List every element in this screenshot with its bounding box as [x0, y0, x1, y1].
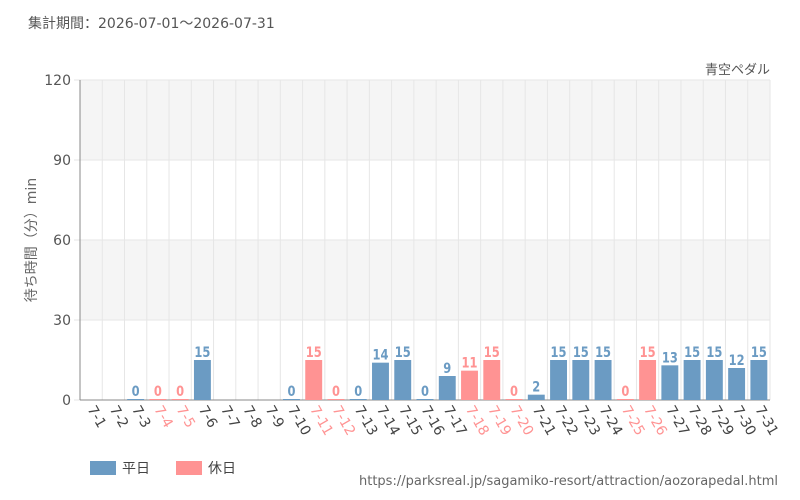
gridlines — [74, 79, 771, 401]
legend-swatch-weekday — [90, 461, 116, 475]
plot-band — [80, 160, 770, 240]
x-tick-label-7-4: 7-4 — [150, 403, 175, 431]
y-tick-label: 0 — [62, 393, 71, 409]
data-label-7-23: 15 — [573, 345, 589, 361]
y-tick-label: 30 — [53, 313, 71, 329]
x-tick-label-7-3: 7-3 — [128, 403, 153, 431]
bar-7-17 — [438, 376, 456, 400]
x-tick-label-7-9: 7-9 — [262, 403, 287, 431]
bar-7-11 — [305, 360, 323, 400]
data-label-7-20: 0 — [510, 384, 518, 400]
bar-7-23 — [572, 360, 590, 400]
period-label: 集計期間：2026-07-01～2026-07-31 — [28, 16, 275, 32]
data-label-7-31: 15 — [751, 345, 767, 361]
data-label-7-26: 15 — [640, 345, 656, 361]
data-label-7-15: 15 — [395, 345, 411, 361]
x-tick-label-7-2: 7-2 — [106, 403, 131, 431]
legend-swatch-holiday — [176, 461, 202, 475]
x-tick-label-7-1: 7-1 — [84, 403, 109, 431]
data-label-7-19: 15 — [484, 345, 500, 361]
bar-7-15 — [394, 360, 412, 400]
data-label-7-29: 15 — [706, 345, 722, 361]
bar-7-31 — [750, 360, 768, 400]
bar-7-28 — [683, 360, 701, 400]
x-tick-label-7-8: 7-8 — [239, 403, 264, 431]
data-label-7-11: 15 — [306, 345, 322, 361]
data-label-7-12: 0 — [332, 384, 340, 400]
data-label-7-27: 13 — [662, 350, 678, 366]
legend-item-holiday[interactable]: 休日 — [176, 458, 236, 478]
bar-7-4 — [149, 399, 167, 400]
data-label-7-30: 12 — [729, 353, 745, 369]
bar-7-13 — [349, 399, 367, 400]
x-tick-labels: 7-17-27-37-47-57-67-77-87-97-107-117-127… — [84, 403, 781, 439]
data-label-7-13: 0 — [354, 384, 362, 400]
bar-7-20 — [505, 399, 523, 400]
bar-7-29 — [705, 360, 723, 400]
data-label-7-6: 15 — [194, 345, 210, 361]
bar-7-26 — [639, 360, 657, 400]
data-label-7-21: 2 — [532, 380, 540, 396]
y-tick-label: 120 — [44, 73, 71, 89]
bar-7-3 — [127, 399, 145, 400]
data-label-7-18: 11 — [462, 356, 478, 372]
data-label-7-22: 15 — [551, 345, 567, 361]
bar-7-10 — [282, 399, 300, 400]
x-tick-label-7-5: 7-5 — [173, 403, 198, 431]
plot-band — [80, 240, 770, 320]
bar-7-22 — [550, 360, 568, 400]
legend-label-weekday: 平日 — [122, 461, 150, 477]
bar-7-27 — [661, 365, 679, 400]
bar-7-12 — [327, 399, 345, 400]
y-tick-label: 90 — [53, 153, 71, 169]
y-tick-label: 60 — [53, 233, 71, 249]
bar-7-6 — [193, 360, 211, 400]
bar-7-24 — [594, 360, 612, 400]
legend: 平日 休日 — [90, 458, 254, 478]
bar-7-30 — [728, 368, 746, 400]
data-label-7-17: 9 — [443, 361, 451, 377]
bar-7-19 — [483, 360, 501, 400]
y-tick-labels: 0 30 60 90 120 — [44, 73, 71, 409]
legend-item-weekday[interactable]: 平日 — [90, 458, 150, 478]
source-url[interactable]: https://parksreal.jp/sagamiko-resort/att… — [359, 474, 778, 489]
data-label-7-10: 0 — [287, 384, 295, 400]
bar-7-21 — [527, 394, 545, 400]
bar-7-25 — [616, 399, 634, 400]
data-label-7-4: 0 — [154, 384, 162, 400]
data-label-7-14: 14 — [372, 348, 388, 364]
data-label-7-28: 15 — [684, 345, 700, 361]
bar-7-16 — [416, 399, 434, 400]
x-tick-label-7-7: 7-7 — [217, 403, 242, 431]
x-tick-label-7-6: 7-6 — [195, 403, 220, 431]
chart-title: 青空ペダル — [705, 63, 770, 78]
data-label-7-16: 0 — [421, 384, 429, 400]
y-axis-label: 待ち時間（分）min — [24, 178, 40, 302]
data-label-7-25: 0 — [621, 384, 629, 400]
data-label-7-3: 0 — [132, 384, 140, 400]
bar-7-14 — [372, 362, 389, 400]
data-label-7-24: 15 — [595, 345, 611, 361]
data-label-7-5: 0 — [176, 384, 184, 400]
bar-7-18 — [461, 370, 478, 400]
plot-band — [80, 80, 770, 160]
legend-label-holiday: 休日 — [208, 461, 236, 477]
bar-7-5 — [171, 399, 189, 400]
x-tick-label-7-31: 7-31 — [751, 403, 781, 439]
